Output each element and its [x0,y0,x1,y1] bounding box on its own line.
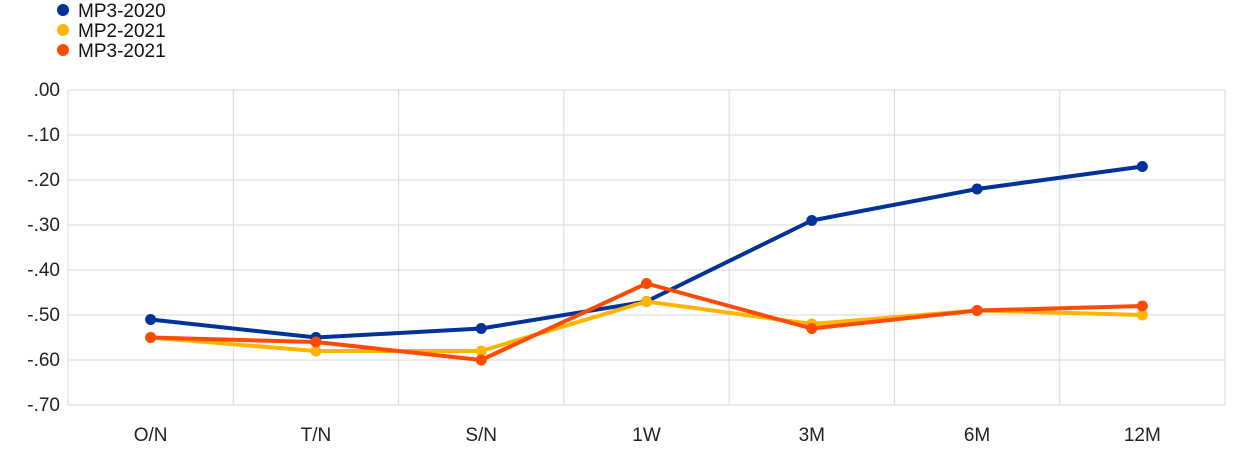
y-tick-label: -.50 [27,305,60,326]
data-point-mp3-2021 [806,323,818,334]
x-tick-label: T/N [301,425,332,446]
legend-label-mp3-2021: MP3-2021 [78,41,166,62]
grid [67,89,1226,406]
legend-marker-mp3-2020 [57,4,69,16]
data-point-mp3-2021 [1136,300,1148,312]
data-point-mp3-2020 [145,314,157,325]
x-tick-label: 1W [632,425,661,446]
legend-marker-mp2-2021 [57,24,69,36]
data-point-mp3-2020 [475,323,487,334]
y-tick-label: -.20 [27,170,60,191]
x-tick-label: 3M [799,425,825,446]
x-axis-ticks: O/N T/N S/N 1W 3M 6M 12M [134,425,1161,446]
legend-label-mp3-2020: MP3-2020 [78,1,166,22]
y-tick-label: -.60 [27,350,60,371]
data-point-mp3-2021 [641,278,652,289]
data-point-mp3-2020 [1136,161,1148,172]
data-point-mp3-2021 [310,336,322,348]
data-point-mp2-2021 [641,296,652,307]
data-point-mp3-2021 [971,305,983,316]
data-point-mp2-2021 [1136,309,1148,321]
data-point-mp3-2021 [475,354,487,366]
y-tick-label: -.10 [27,125,60,146]
legend-marker-mp3-2021 [57,44,69,56]
x-tick-label: S/N [465,425,497,446]
data-point-mp3-2020 [971,183,983,195]
data-point-mp3-2021 [145,332,157,343]
data-point-mp2-2021 [475,345,487,357]
y-tick-label: -.40 [27,260,60,281]
legend-label-mp2-2021: MP2-2021 [78,21,166,42]
y-tick-label: .00 [34,80,60,101]
x-tick-label: O/N [134,425,168,446]
data-point-mp3-2020 [806,215,818,226]
y-tick-label: -.30 [27,215,60,236]
x-tick-label: 6M [964,425,990,446]
y-tick-label: -.70 [27,395,60,416]
data-point-mp2-2021 [310,345,322,357]
series-layer [145,161,1148,366]
x-tick-label: 12M [1124,425,1161,446]
y-axis-ticks: .00 -.10 -.20 -.30 -.40 -.50 -.60 -.70 [27,80,60,416]
